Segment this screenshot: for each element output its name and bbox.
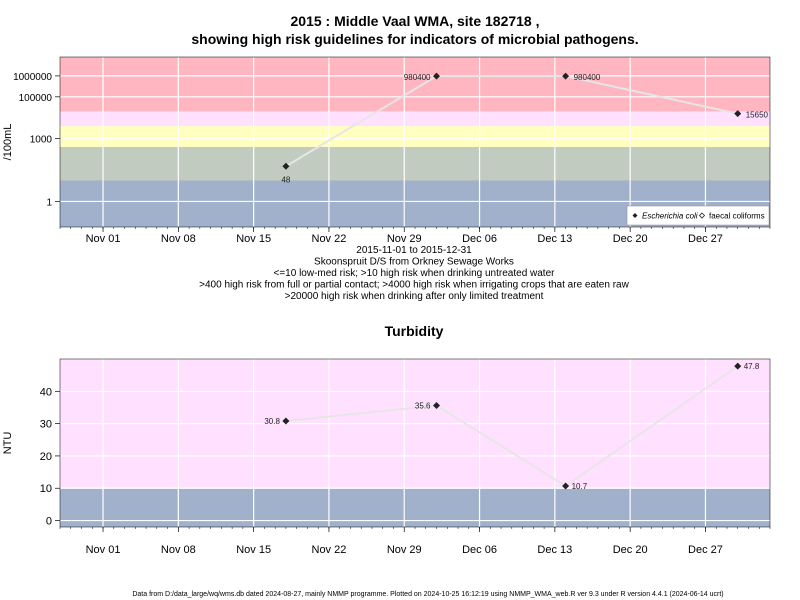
x-tick-label-1: Nov 08 <box>161 233 196 245</box>
series-line-0 <box>285 75 738 168</box>
data-point-1 <box>433 402 441 410</box>
data-label-3: 15650 <box>746 111 769 120</box>
y-tick-label-4: 40 <box>40 386 52 398</box>
y-tick-label-2: 20 <box>40 451 52 463</box>
x-tick-label-8: Dec 27 <box>688 233 723 245</box>
x-tick-label-2: Nov 15 <box>236 544 271 556</box>
y-tick-label-1: 1000 <box>30 135 53 146</box>
x-tick-label-6: Dec 13 <box>537 233 572 245</box>
y-axis-label: NTU <box>2 432 14 455</box>
data-label-1: 35.6 <box>415 402 431 411</box>
y-tick-label-1: 10 <box>40 483 52 495</box>
turbidity-chart: Nov 01 Nov 08 Nov 15 Nov 22 Nov 29 Dec 06 Dec … <box>2 323 771 556</box>
y-tick-label-3: 30 <box>40 419 52 431</box>
data-point-3 <box>734 362 742 370</box>
data-label-3: 47.8 <box>744 362 760 371</box>
x-tick-label-4: Nov 29 <box>387 233 422 245</box>
x-tick-label-3: Nov 22 <box>312 233 347 245</box>
main-title-line2: showing high risk guidelines for indicat… <box>191 31 638 47</box>
caption-line-1: Skoonspruit D/S from Orkney Sewage Works <box>314 257 514 268</box>
x-tick-label-7: Dec 20 <box>613 233 648 245</box>
risk-band-0 <box>60 488 770 527</box>
x-tick-label-6: Dec 13 <box>537 544 572 556</box>
legend-box <box>626 205 770 226</box>
x-tick-label-7: Dec 20 <box>613 544 648 556</box>
y-axis-label: /100mL <box>2 124 14 161</box>
x-tick-label-5: Dec 06 <box>462 544 497 556</box>
risk-band-4 <box>60 57 770 112</box>
legend-label-ecoli: Escherichia coli <box>642 212 698 221</box>
y-tick-label-2: 100000 <box>19 93 53 104</box>
caption-line-0: 2015-11-01 to 2015-12-31 <box>356 245 472 256</box>
data-point-2 <box>562 482 570 490</box>
footer-text: Data from D:/data_large/wq/wms.db dated … <box>132 591 723 598</box>
data-label-2: 10.7 <box>572 482 588 491</box>
y-tick-label-3: 1000000 <box>13 72 52 83</box>
caption-line-2: <=10 low-med risk; >10 high risk when dr… <box>274 268 556 279</box>
risk-band-1 <box>60 146 770 181</box>
x-tick-label-0: Nov 01 <box>86 233 121 245</box>
microbial-chart: Nov 01 Nov 08 Nov 15 Nov 22 Nov 29 Dec 06 Dec … <box>2 56 771 302</box>
data-label-1: 980400 <box>404 73 431 82</box>
legend-marker-filled <box>632 213 638 218</box>
data-point-3 <box>734 110 742 118</box>
x-tick-label-1: Nov 08 <box>161 544 196 556</box>
x-tick-label-3: Nov 22 <box>312 544 347 556</box>
main-title-line1: 2015 : Middle Vaal WMA, site 182718 , <box>291 13 540 29</box>
data-point-2 <box>562 72 570 80</box>
x-tick-label-0: Nov 01 <box>86 544 121 556</box>
risk-band-3 <box>60 111 770 127</box>
x-tick-label-4: Nov 29 <box>387 544 422 556</box>
chart-title: Turbidity <box>385 323 444 339</box>
legend-marker-open <box>698 212 706 219</box>
caption-line-4: >20000 high risk when drinking after onl… <box>285 291 544 302</box>
data-point-0 <box>282 162 290 170</box>
data-label-0: 48 <box>281 175 290 184</box>
y-tick-label-0: 1 <box>46 197 52 208</box>
data-point-1 <box>433 72 441 80</box>
x-tick-label-2: Nov 15 <box>236 233 271 245</box>
x-tick-label-8: Dec 27 <box>688 544 723 556</box>
data-point-0 <box>282 417 290 425</box>
y-tick-label-0: 0 <box>46 516 52 528</box>
series-line-0 <box>285 365 739 488</box>
caption-line-3: >400 high risk from full or partial cont… <box>199 280 629 291</box>
risk-band-2 <box>60 126 770 147</box>
data-label-0: 30.8 <box>264 417 280 426</box>
x-tick-label-5: Dec 06 <box>462 233 497 245</box>
data-label-2: 980400 <box>574 73 601 82</box>
legend-label-faecal: faecal coliforms <box>709 212 765 221</box>
